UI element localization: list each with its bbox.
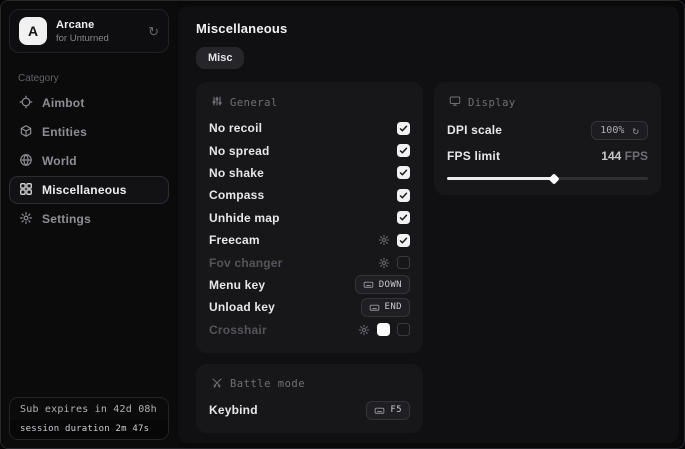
keyboard-icon <box>363 282 374 289</box>
compass-checkbox[interactable] <box>397 188 410 202</box>
sidebar-item-entities[interactable]: Entities <box>9 118 169 146</box>
sidebar-item-miscellaneous[interactable]: Miscellaneous <box>9 176 169 204</box>
display-panel: Display DPI scale 100% ↻ FPS limit 144 F… <box>434 82 661 195</box>
feature-row-crosshair: Crosshair <box>209 319 410 341</box>
freecam-settings-gear-icon[interactable] <box>378 234 390 246</box>
app-name: Arcane <box>56 18 95 31</box>
grid-icon <box>19 182 33 199</box>
feature-row-no-spread: No spread <box>209 139 410 161</box>
globe-icon <box>19 153 33 170</box>
sidebar-item-label: World <box>42 154 77 168</box>
feature-row-unhide-map: Unhide map <box>209 207 410 229</box>
general-panel-header: General <box>209 95 410 110</box>
dpi-scale-control[interactable]: 100% ↻ <box>591 120 648 140</box>
main-content: Miscellaneous Misc General No recoil <box>178 6 679 443</box>
feature-row-fov-changer: Fov changer <box>209 251 410 273</box>
sidebar-item-aimbot[interactable]: Aimbot <box>9 89 169 117</box>
subscription-card: Sub expires in 42d 08h session duration … <box>9 397 169 440</box>
sidebar-item-world[interactable]: World <box>9 147 169 175</box>
sidebar-nav: Aimbot Entities World Miscellaneous <box>1 89 177 233</box>
check-icon <box>399 169 408 176</box>
monitor-icon <box>449 95 461 110</box>
page-title: Miscellaneous <box>196 21 288 36</box>
fps-limit-value: 144 FPS <box>601 149 648 163</box>
refresh-icon[interactable]: ↻ <box>148 23 159 39</box>
brand-text: Arcane for Unturned <box>56 19 109 44</box>
crosshair-icon <box>19 95 33 112</box>
feature-row-unload-key: Unload key END <box>209 296 410 318</box>
sidebar-item-label: Aimbot <box>42 96 85 110</box>
freecam-checkbox[interactable] <box>397 233 410 247</box>
display-panel-header: Display <box>447 95 648 110</box>
general-panel-title: General <box>230 96 278 109</box>
session-duration-text: session duration 2m 47s <box>10 420 168 439</box>
fps-limit-slider[interactable] <box>447 172 648 185</box>
unhide-map-checkbox[interactable] <box>397 211 410 225</box>
feature-row-no-recoil: No recoil <box>209 117 410 139</box>
sidebar: A Arcane for Unturned ↻ Category Aimbot … <box>1 1 177 448</box>
left-column: General No recoil No spread No shake <box>196 82 423 434</box>
feature-row-compass: Compass <box>209 184 410 206</box>
sidebar-item-label: Entities <box>42 125 87 139</box>
check-icon <box>399 192 408 199</box>
feature-row-keybind: Keybind F5 <box>209 399 410 421</box>
dpi-scale-value: 100% <box>600 124 625 136</box>
battle-mode-panel-title: Battle mode <box>230 378 306 391</box>
sidebar-item-label: Miscellaneous <box>42 183 127 197</box>
no-recoil-checkbox[interactable] <box>397 121 410 135</box>
no-spread-checkbox[interactable] <box>397 144 410 158</box>
feature-row-freecam: Freecam <box>209 229 410 251</box>
check-icon <box>399 237 408 244</box>
check-icon <box>399 147 408 154</box>
crosshair-color-swatch[interactable] <box>377 323 390 337</box>
sub-expiry-text: Sub expires in 42d 08h <box>20 404 157 415</box>
dpi-scale-row: DPI scale 100% ↻ <box>447 117 648 143</box>
dpi-scale-label: DPI scale <box>447 123 503 137</box>
menu-key-binding[interactable]: DOWN <box>354 275 410 295</box>
dpi-reset-icon[interactable]: ↻ <box>632 123 639 137</box>
cube-icon <box>19 124 33 141</box>
app-logo: A <box>19 17 47 45</box>
battle-keybind-binding[interactable]: F5 <box>366 400 410 420</box>
unload-key-binding[interactable]: END <box>360 297 410 317</box>
sliders-icon <box>211 95 223 110</box>
feature-row-menu-key: Menu key DOWN <box>209 274 410 296</box>
app-subtitle: for Unturned <box>56 32 109 44</box>
general-panel: General No recoil No spread No shake <box>196 82 423 353</box>
battle-mode-panel: Battle mode Keybind F5 <box>196 363 423 434</box>
gear-icon <box>19 211 33 228</box>
feature-row-no-shake: No shake <box>209 162 410 184</box>
fps-limit-label: FPS limit <box>447 149 501 163</box>
battle-mode-panel-header: Battle mode <box>209 377 410 392</box>
display-panel-title: Display <box>468 96 516 109</box>
fov-changer-checkbox[interactable] <box>397 256 410 270</box>
check-icon <box>399 214 408 221</box>
crosshair-checkbox[interactable] <box>397 323 410 337</box>
no-shake-checkbox[interactable] <box>397 166 410 180</box>
keyboard-icon <box>375 407 385 414</box>
sidebar-item-label: Settings <box>42 212 91 226</box>
right-column: Display DPI scale 100% ↻ FPS limit 144 F… <box>434 82 661 195</box>
keyboard-icon <box>369 304 379 311</box>
sidebar-spacer <box>1 233 177 389</box>
brand-card: A Arcane for Unturned ↻ <box>9 9 169 53</box>
category-label: Category <box>18 73 59 84</box>
fps-slider-fill <box>447 177 554 180</box>
crosshair-settings-gear-icon[interactable] <box>358 324 370 336</box>
fps-limit-row: FPS limit 144 FPS <box>447 145 648 167</box>
fps-slider-thumb[interactable] <box>547 172 560 185</box>
fov-settings-gear-icon[interactable] <box>378 257 390 269</box>
sidebar-item-settings[interactable]: Settings <box>9 205 169 233</box>
swords-icon <box>211 377 223 392</box>
tab-misc[interactable]: Misc <box>196 47 245 69</box>
panel-columns: General No recoil No spread No shake <box>196 82 661 434</box>
check-icon <box>399 125 408 132</box>
